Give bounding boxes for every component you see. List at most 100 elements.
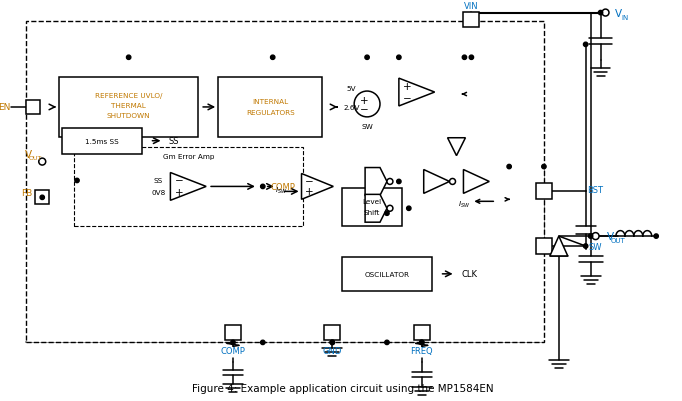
Bar [342,257,432,291]
Bar [35,191,49,205]
Text: SW: SW [361,124,373,130]
Polygon shape [424,170,449,194]
Circle shape [231,340,235,345]
Text: OUT: OUT [29,156,42,161]
Circle shape [419,340,424,345]
Circle shape [542,165,546,169]
Text: OUT: OUT [611,237,626,243]
Text: 0V8: 0V8 [151,190,166,196]
Circle shape [330,340,334,345]
Text: COMP: COMP [220,346,246,355]
Circle shape [654,234,658,239]
Text: Level: Level [363,199,382,205]
Bar [225,325,241,340]
Polygon shape [550,237,567,256]
Text: V: V [615,8,622,18]
Circle shape [126,56,131,60]
Circle shape [419,340,424,345]
Bar [536,184,552,200]
Circle shape [507,165,512,169]
Circle shape [387,206,393,212]
Text: 1.5ms SS: 1.5ms SS [85,138,119,144]
Text: V: V [607,231,614,241]
Polygon shape [170,173,206,201]
Text: REGULATORS: REGULATORS [246,109,295,115]
Text: +: + [175,188,183,198]
Circle shape [271,56,275,60]
Text: Shift: Shift [364,210,381,216]
Text: IN: IN [622,14,629,20]
Text: SS: SS [154,178,163,184]
Circle shape [598,11,603,16]
Text: COMP: COMP [270,182,295,191]
Polygon shape [365,168,387,196]
Text: −: − [175,176,183,186]
Text: $I_{SW}$: $I_{SW}$ [276,186,288,196]
Circle shape [75,179,79,183]
Circle shape [397,180,401,184]
Circle shape [40,196,44,200]
Circle shape [584,43,588,47]
Circle shape [385,211,389,216]
Polygon shape [399,79,434,107]
Text: −: − [305,177,314,187]
Text: OSCILLATOR: OSCILLATOR [364,271,409,277]
Text: SS: SS [168,137,179,146]
Circle shape [397,56,401,60]
Circle shape [39,159,46,166]
Bar [74,147,303,227]
Text: THERMAL: THERMAL [111,103,146,109]
Circle shape [261,340,265,345]
Polygon shape [447,138,465,156]
Circle shape [330,340,334,345]
Text: Gm Error Amp: Gm Error Amp [162,153,214,159]
Circle shape [385,340,389,345]
Bar [27,22,544,342]
Circle shape [592,233,599,240]
Bar [59,78,198,138]
Circle shape [387,179,393,185]
Text: +: + [360,96,368,106]
Text: −: − [359,105,368,115]
Circle shape [589,234,593,239]
Text: FB: FB [20,188,32,197]
Text: V: V [25,149,32,159]
Circle shape [469,56,473,60]
Text: SW: SW [589,242,602,251]
Bar [536,239,552,254]
Text: +: + [402,82,411,92]
Bar [62,128,142,154]
Text: GND: GND [323,346,342,355]
Circle shape [365,56,369,60]
Circle shape [406,207,411,211]
Text: REFERENCE UVLO/: REFERENCE UVLO/ [95,93,162,99]
Circle shape [602,10,609,17]
Text: SHUTDOWN: SHUTDOWN [107,113,151,119]
Text: BST: BST [588,185,604,194]
Text: VIN: VIN [464,2,479,11]
Bar [218,78,323,138]
Text: EN: EN [0,103,11,112]
Text: FREQ: FREQ [411,346,433,355]
Bar [464,12,479,28]
Bar [325,325,340,340]
Circle shape [462,56,466,60]
Circle shape [584,244,588,249]
Bar [27,101,40,115]
Text: −: − [402,94,411,104]
Circle shape [449,179,456,185]
Polygon shape [301,174,333,200]
Text: +: + [305,187,314,197]
Bar [414,325,430,340]
Bar [342,189,402,227]
Text: INTERNAL: INTERNAL [252,99,288,105]
Circle shape [261,185,265,189]
Text: 5V: 5V [346,86,356,92]
Polygon shape [464,170,489,194]
Text: Figure 4: Example application circuit using the MP1584EN: Figure 4: Example application circuit us… [192,383,494,393]
Text: $I_{SW}$: $I_{SW}$ [458,200,471,210]
Text: 2.6V: 2.6V [344,105,360,111]
Circle shape [354,92,380,117]
Polygon shape [365,195,387,223]
Text: CLK: CLK [462,269,477,279]
